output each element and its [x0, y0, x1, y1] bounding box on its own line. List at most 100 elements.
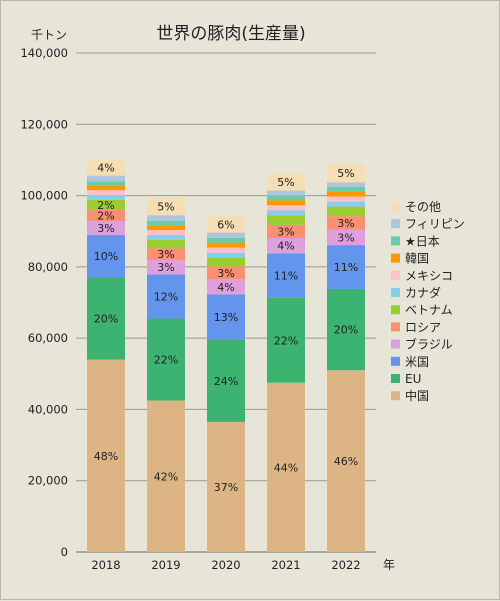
bar-segment — [267, 190, 305, 196]
bar-segment — [87, 190, 125, 195]
bar-segment — [267, 215, 305, 225]
bar-segment — [147, 248, 185, 261]
legend-label: メキシコ — [405, 269, 453, 283]
y-axis-unit-label: 千トン — [31, 28, 67, 42]
data-label: 3% — [97, 222, 114, 235]
y-tick-label: 60,000 — [28, 331, 68, 345]
data-label: 20% — [94, 313, 118, 326]
legend-label: その他 — [405, 200, 441, 214]
bar-segment — [267, 253, 305, 298]
bar-segment — [207, 266, 245, 280]
legend-swatch — [391, 219, 400, 229]
y-tick-label: 40,000 — [28, 402, 68, 416]
legend-item: EU — [391, 372, 421, 386]
legend-label: 米国 — [405, 355, 429, 369]
legend-label: フィリピン — [405, 217, 465, 231]
legend-label: 中国 — [405, 388, 429, 403]
bar-segment — [87, 185, 125, 191]
data-label: 5% — [277, 176, 294, 189]
legend-label: ベトナム — [405, 303, 453, 317]
legend-item: フィリピン — [391, 217, 465, 231]
legend-item: メキシコ — [391, 269, 453, 283]
y-axis-ticks: 0 20,000 40,000 60,000 80,000 100,000 120,000 1… — [20, 46, 68, 559]
bar-segment — [87, 159, 125, 176]
data-label: 3% — [157, 261, 174, 274]
legend-swatch — [391, 253, 400, 263]
bar-segment — [267, 200, 305, 206]
data-label: 2% — [97, 210, 114, 223]
chart-title: 世界の豚肉(生産量) — [156, 24, 305, 44]
bar-segment — [147, 274, 185, 319]
legend-label: ロシア — [405, 320, 441, 334]
bar-segment — [207, 421, 245, 552]
legend-item: その他 — [391, 200, 441, 214]
bar-segment — [267, 224, 305, 238]
bar-segment — [87, 234, 125, 278]
legend-item: ブラジル — [391, 337, 453, 352]
legend-swatch — [391, 339, 400, 349]
bar-segment — [327, 288, 365, 371]
data-label: 12% — [154, 290, 178, 303]
data-label: 2% — [97, 199, 114, 212]
legend-swatch — [391, 374, 400, 383]
y-tick-label: 80,000 — [28, 260, 68, 274]
legend-item: 中国 — [391, 388, 429, 403]
bar-segment — [207, 216, 245, 233]
legend-item: カナダ — [391, 285, 441, 300]
bar-segment — [207, 257, 245, 267]
data-label: 11% — [274, 270, 298, 283]
bar-segment — [207, 339, 245, 422]
bar-segment — [147, 400, 185, 552]
legend-swatch — [391, 202, 400, 211]
bar-segment — [267, 195, 305, 201]
x-tick-label: 2019 — [151, 558, 180, 572]
legend-item: ★日本 — [391, 234, 440, 248]
bar-segment — [207, 294, 245, 340]
data-label: 13% — [214, 311, 238, 324]
legend-label: EU — [405, 372, 421, 386]
legend-item: ベトナム — [391, 303, 453, 317]
bar-segment — [87, 194, 125, 200]
legend-swatch — [391, 270, 400, 280]
bar-segment — [87, 175, 125, 182]
bar-segment — [267, 205, 305, 211]
bar-segment — [327, 206, 365, 217]
bar-segment — [87, 199, 125, 210]
bar-segment — [207, 237, 245, 243]
bar-segment — [87, 359, 125, 552]
bar-segment — [147, 230, 185, 235]
legend-label: ★日本 — [405, 234, 440, 248]
data-label: 44% — [274, 461, 298, 474]
legend-item: 米国 — [391, 355, 429, 369]
bar-segment — [87, 181, 125, 186]
data-label: 5% — [337, 167, 354, 180]
x-axis-unit-label: 年 — [383, 558, 395, 572]
y-tick-label: 140,000 — [20, 46, 68, 60]
bar-segment — [327, 163, 365, 183]
bar-segment — [207, 232, 245, 238]
bar-segment — [87, 277, 125, 360]
bar-segment — [147, 234, 185, 240]
bar-segment — [327, 229, 365, 246]
bar-segment — [267, 297, 305, 383]
data-label: 22% — [154, 354, 178, 367]
bar-segment — [327, 245, 365, 289]
bar-segment — [207, 247, 245, 253]
legend-swatch — [391, 356, 400, 366]
legend-swatch — [391, 236, 400, 246]
x-tick-label: 2020 — [211, 558, 240, 572]
bar-segment — [207, 252, 245, 258]
bar-segment — [267, 173, 305, 191]
data-label: 37% — [214, 481, 238, 494]
data-label: 3% — [157, 248, 174, 261]
bar-segment — [147, 225, 185, 231]
bar-segment — [327, 191, 365, 197]
bar-segment — [327, 182, 365, 188]
data-label: 4% — [217, 281, 234, 294]
y-tick-label: 20,000 — [28, 474, 68, 488]
data-label: 11% — [334, 261, 358, 274]
x-axis-ticks: 2018 2019 2020 2021 2022 — [91, 558, 360, 572]
bar-segment — [87, 221, 125, 235]
data-label: 4% — [277, 240, 294, 253]
